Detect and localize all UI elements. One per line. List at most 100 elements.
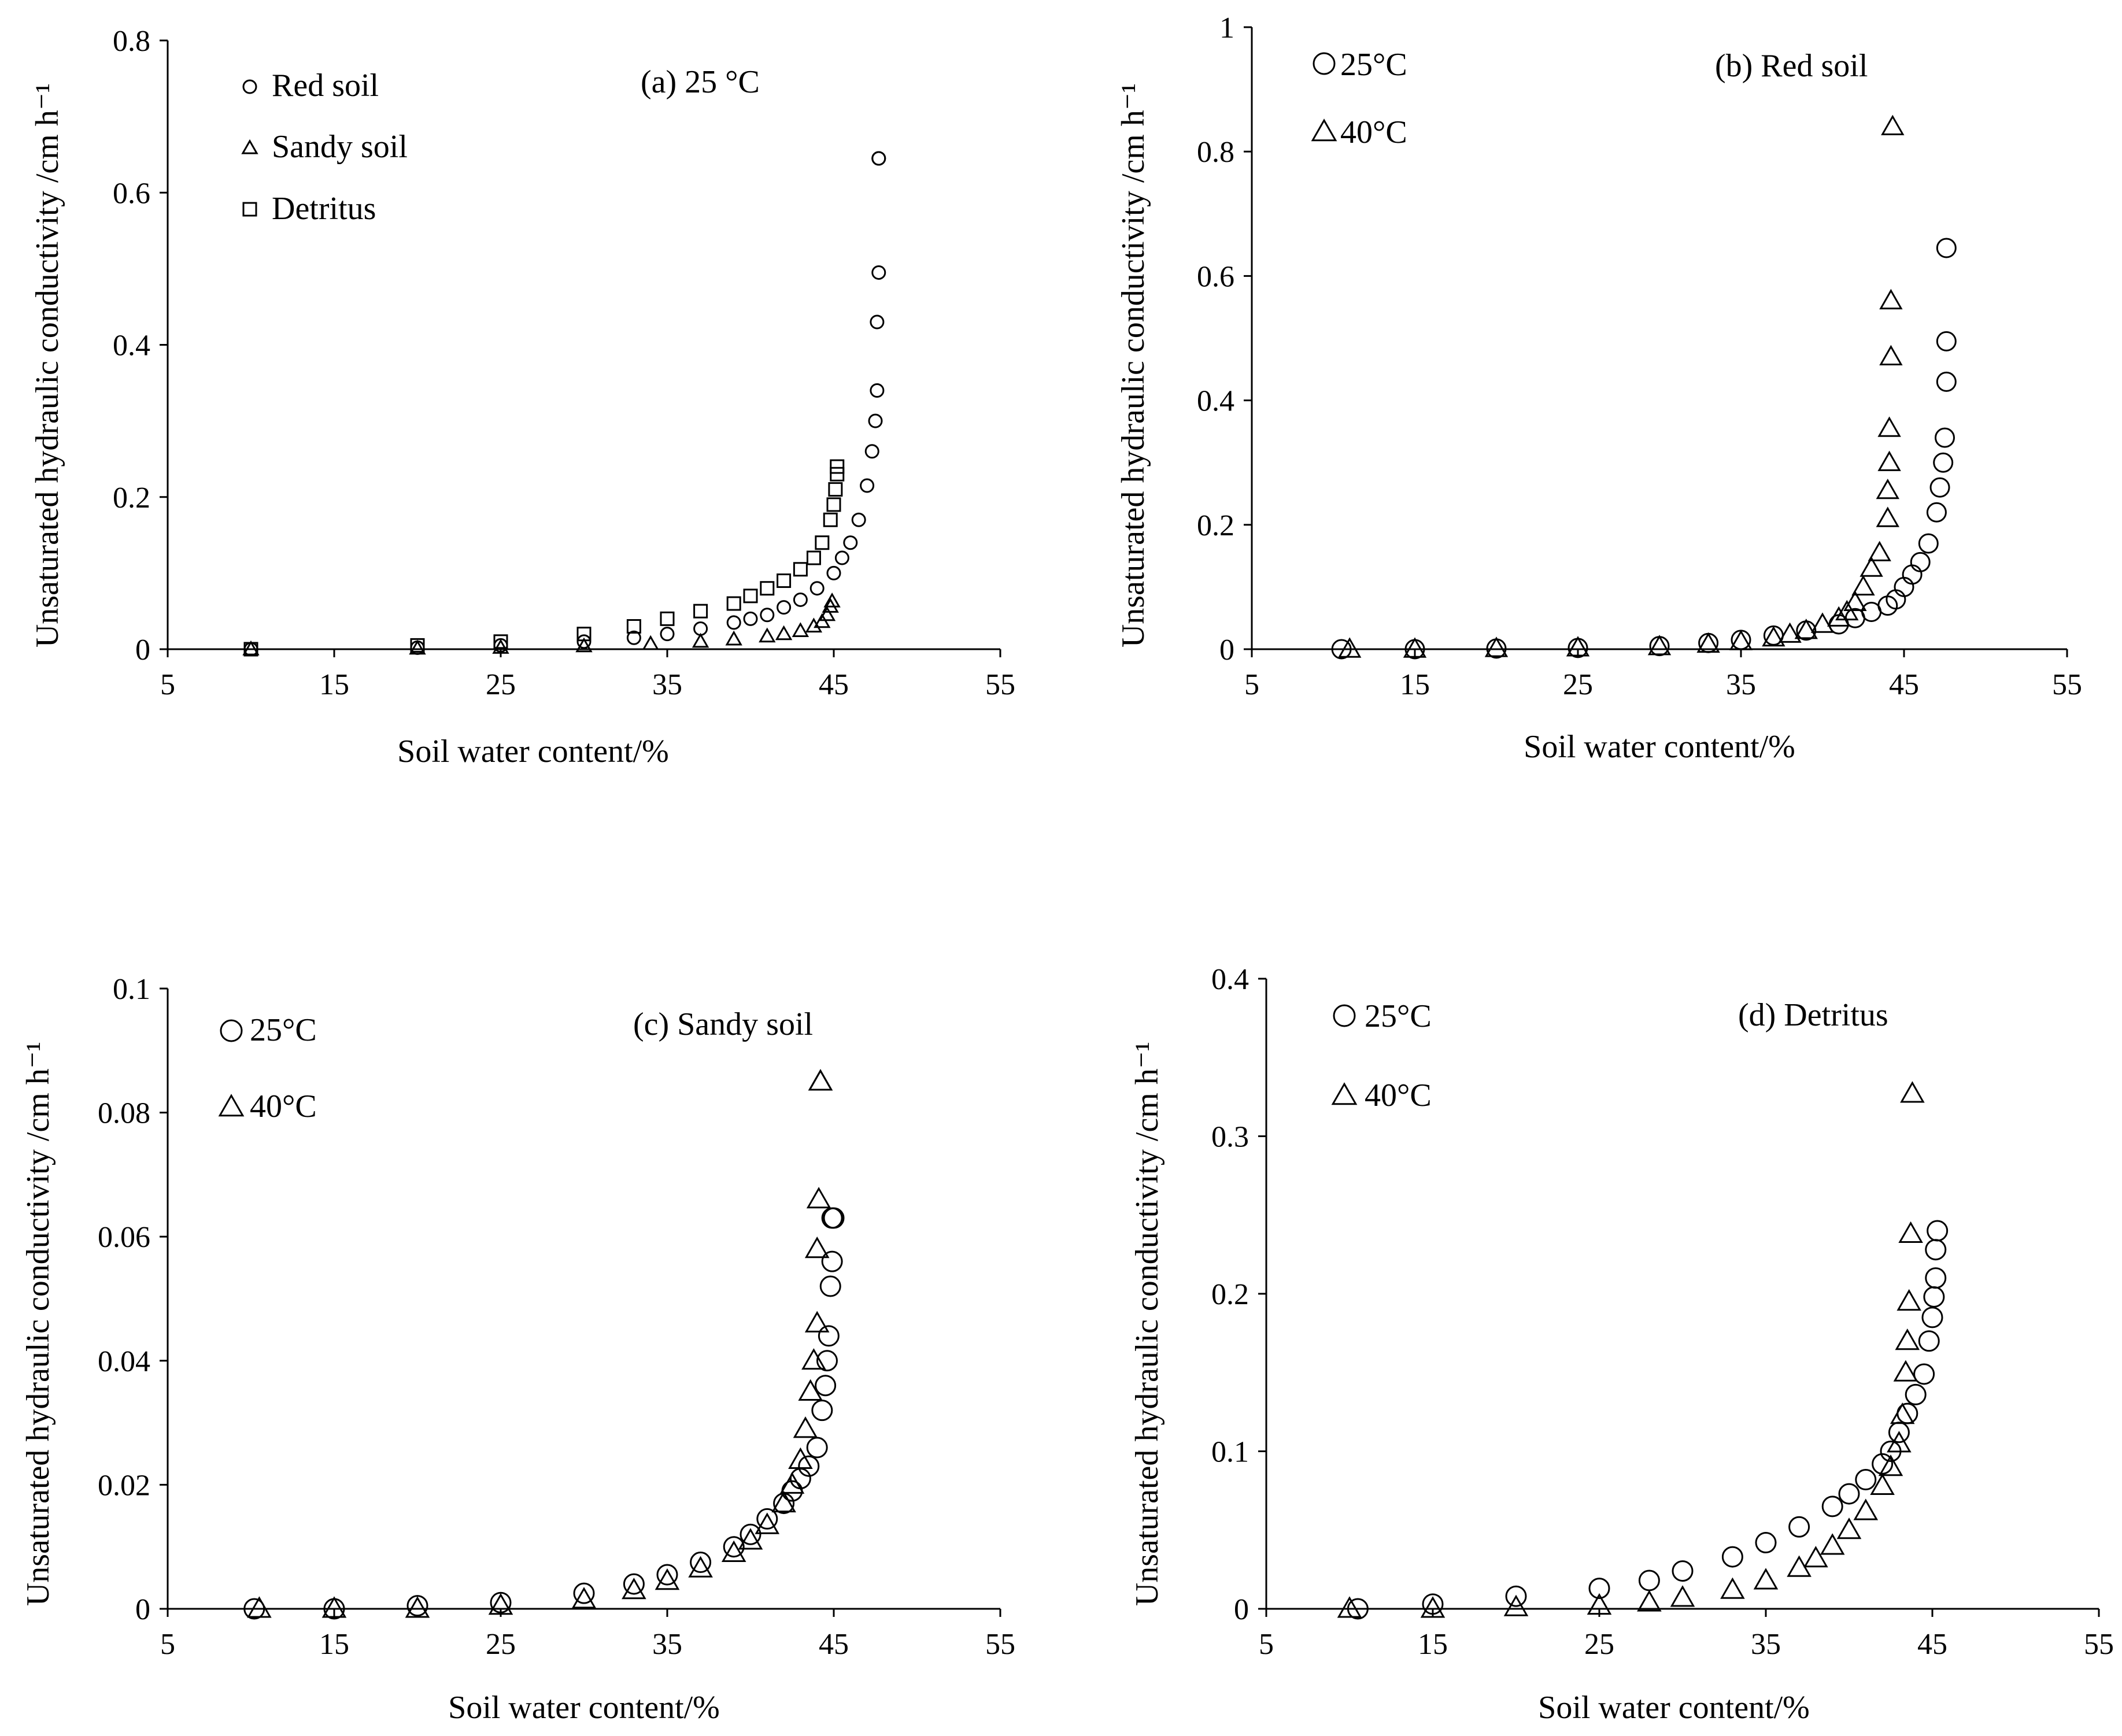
panel-d-point-40-c	[1637, 1590, 1662, 1612]
panel-d-point-25-c	[1788, 1516, 1810, 1538]
panel-c-x-tick-label: 5	[160, 1628, 175, 1661]
panel-d-title: (d) Detritus	[1738, 997, 1888, 1033]
panel-a-point-sandy-soil	[409, 639, 426, 655]
panel-c-legend-25c: 25°C	[250, 1012, 317, 1048]
panel-a-title: (a) 25 °C	[641, 64, 760, 100]
panel-a-legend-marker-detritus	[242, 202, 257, 217]
panel-c-point-40-c	[755, 1512, 780, 1534]
panel-a-point-detritus	[828, 482, 843, 497]
panel-b-legend-marker-40-c	[1311, 119, 1337, 142]
panel-b-y-tick-label: 0	[1219, 634, 1234, 667]
panel-b-point-40-c	[1877, 450, 1901, 471]
panel-b-point-40-c	[1403, 637, 1427, 658]
panel-a-point-sandy-soil	[759, 627, 776, 643]
panel-d-point-40-c	[1853, 1498, 1879, 1520]
panel-a-point-red-soil	[860, 478, 875, 493]
panel-d-point-25-c	[1905, 1383, 1927, 1405]
panel-c-point-40-c	[247, 1596, 272, 1618]
panel-b-x-tick-label: 55	[2052, 668, 2082, 701]
panel-a-y-tick-label: 0.2	[113, 482, 150, 514]
panel-b-x-tick-label: 45	[1889, 668, 1919, 701]
panel-b-point-40-c	[1876, 506, 1899, 527]
panel-c-point-25-c	[756, 1508, 778, 1530]
panel-a-point-detritus	[493, 634, 508, 649]
panel-d-y-tick-label: 0.2	[1211, 1278, 1249, 1311]
panel-a-point-detritus	[826, 497, 841, 512]
panel-a-point-detritus	[793, 562, 808, 577]
panel-a-point-sandy-soil	[805, 617, 823, 633]
panel-b-point-25-c	[1918, 533, 1939, 554]
panel-c-point-25-c	[819, 1275, 841, 1297]
panel-d-point-25-c	[1721, 1546, 1743, 1568]
panel-c-point-25-c	[490, 1591, 512, 1613]
panel-b-point-40-c	[1881, 114, 1905, 135]
panel-b-point-40-c	[1338, 637, 1362, 658]
panel-b-point-40-c	[1810, 612, 1835, 633]
panel-a-point-red-soil	[626, 630, 641, 645]
panel-a-point-detritus	[743, 588, 758, 604]
panel-a-y-tick-label: 0.8	[113, 25, 150, 58]
panel-d-x-tick-label: 45	[1917, 1628, 1947, 1661]
panel-a-y-tick-label: 0	[135, 634, 150, 667]
panel-d-x-tick-label: 5	[1259, 1628, 1274, 1661]
panel-a-point-red-soil	[760, 608, 775, 623]
panel-a-point-red-soil	[870, 314, 885, 330]
panel-c-point-40-c	[804, 1236, 830, 1258]
panel-a-point-sandy-soil	[823, 592, 841, 608]
panel-d-point-40-c	[1895, 1328, 1920, 1350]
panel-d-point-40-c	[1803, 1546, 1828, 1568]
panel-c-point-40-c	[655, 1568, 680, 1590]
panel-a-legend-detritus: Detritus	[272, 191, 376, 227]
panel-c-point-40-c	[779, 1472, 805, 1494]
panel-a-point-red-soil	[726, 615, 741, 630]
panel-a-point-sandy-soil	[775, 625, 793, 641]
panel-d-point-40-c	[1893, 1360, 1918, 1382]
panel-d-y-tick-label: 0.4	[1211, 963, 1249, 996]
panel-d-y-tick-label: 0.1	[1211, 1436, 1249, 1469]
panel-d-point-25-c	[1588, 1578, 1610, 1600]
panel-b-legend-40c: 40°C	[1340, 114, 1407, 150]
panel-a-point-detritus	[626, 619, 641, 634]
panel-b-point-40-c	[1794, 619, 1818, 639]
panel-d-point-40-c	[1898, 1221, 1923, 1243]
panel-d-point-40-c	[1753, 1568, 1779, 1590]
panel-d-point-25-c	[1347, 1598, 1369, 1620]
panel-b-ylabel: Unsaturated hydraulic conductivity /cm h…	[1115, 83, 1151, 647]
panel-a-point-sandy-soil	[692, 632, 709, 648]
panel-b-point-40-c	[1851, 575, 1875, 596]
panel-c-y-tick-label: 0.1	[113, 973, 150, 1006]
panel-d-point-40-c	[1337, 1596, 1362, 1618]
panel-a-point-detritus	[693, 604, 708, 619]
panel-a-point-red-soil	[660, 627, 675, 642]
panel-c-ylabel: Unsaturated hydraulic conductivity /cm h…	[20, 1042, 56, 1606]
panel-d-point-25-c	[1927, 1220, 1949, 1242]
panel-c-point-25-c	[723, 1536, 745, 1558]
panel-c-title: (c) Sandy soil	[633, 1006, 813, 1042]
panel-a-x-tick-label: 55	[985, 668, 1015, 701]
panel-b-point-25-c	[1935, 427, 1955, 448]
panel-d-point-40-c	[1836, 1517, 1862, 1539]
panel-c-point-25-c	[573, 1582, 595, 1604]
panel-a-point-detritus	[815, 535, 830, 550]
panel-c-point-40-c	[321, 1596, 347, 1618]
panel-d-point-40-c	[1897, 1289, 1921, 1311]
panel-d-y-tick-label: 0.3	[1211, 1121, 1249, 1154]
panel-a-legend-sandy-soil: Sandy soil	[272, 129, 408, 165]
panel-b-y-tick-label: 0.8	[1197, 136, 1234, 169]
panel-d-legend-marker-25-c	[1333, 1004, 1356, 1027]
panel-d-point-25-c	[1755, 1532, 1777, 1554]
panel-a-point-red-soil	[864, 444, 879, 459]
panel-a-point-sandy-soil	[242, 640, 260, 656]
panel-c-point-40-c	[688, 1556, 713, 1578]
panel-b-y-tick-label: 1	[1219, 12, 1234, 45]
panel-d-y-tick-label: 0	[1234, 1593, 1249, 1626]
panel-b-point-25-c	[1936, 331, 1957, 351]
panel-b-legend-25c: 25°C	[1340, 47, 1407, 83]
panel-c-point-25-c	[690, 1552, 712, 1574]
panel-a-point-red-soil	[777, 600, 792, 615]
panel-b-point-40-c	[1484, 636, 1509, 657]
panel-c-point-25-c	[818, 1325, 840, 1347]
panel-c-xlabel: Soil water content/%	[448, 1690, 720, 1726]
panel-c-point-25-c	[815, 1375, 837, 1397]
